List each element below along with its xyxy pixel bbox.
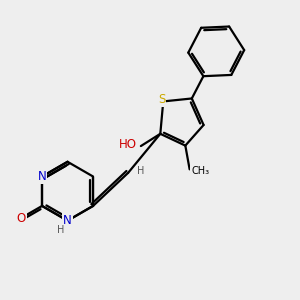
- Text: H: H: [57, 225, 65, 235]
- Text: HO: HO: [119, 138, 137, 151]
- Text: CH₃: CH₃: [191, 166, 209, 176]
- Text: H: H: [137, 166, 144, 176]
- Text: N: N: [63, 214, 72, 227]
- Text: N: N: [38, 170, 46, 183]
- Text: O: O: [16, 212, 26, 224]
- Text: S: S: [158, 93, 166, 106]
